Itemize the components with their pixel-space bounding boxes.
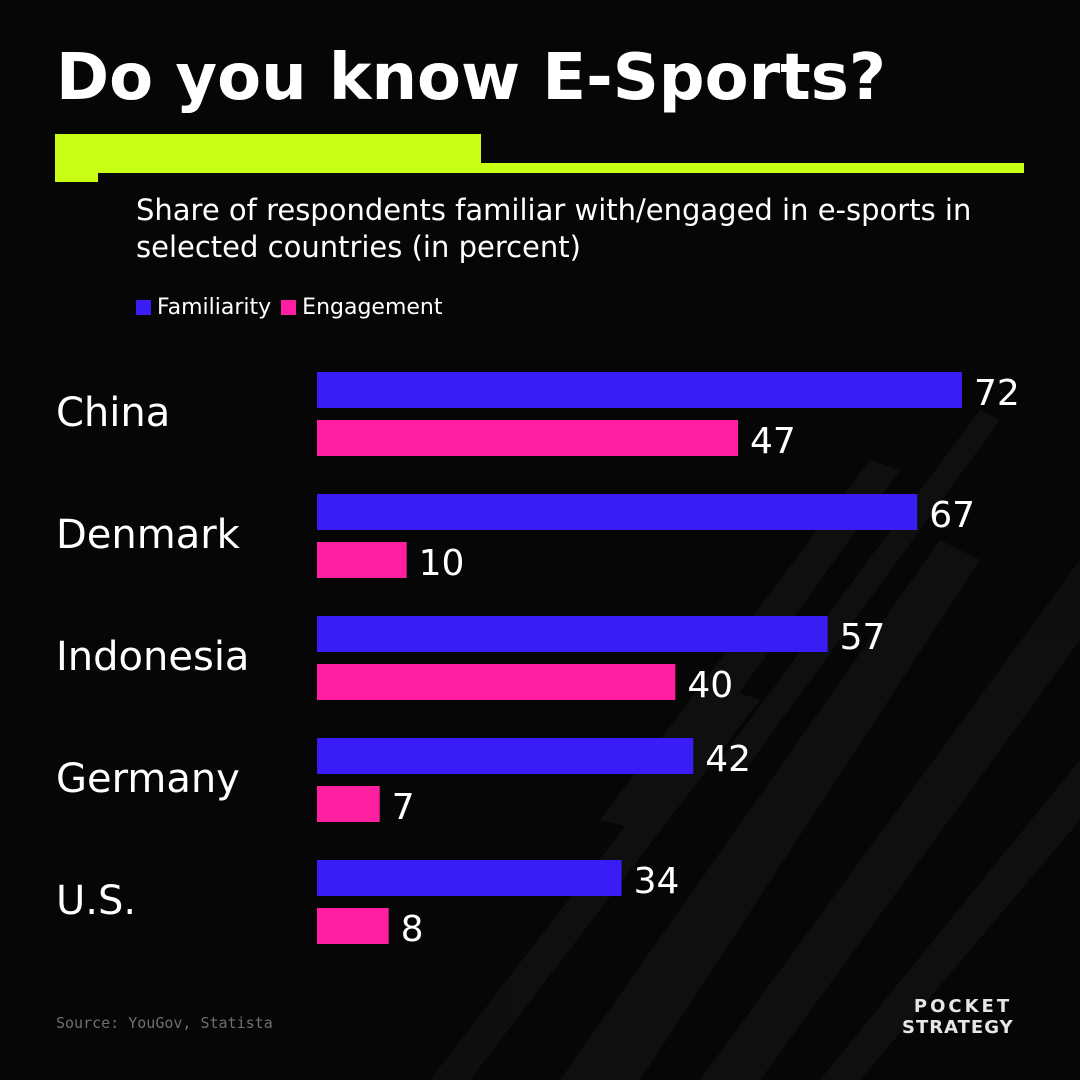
bar-engagement-u-s bbox=[317, 908, 389, 944]
value-label-familiarity-denmark: 67 bbox=[929, 495, 975, 536]
category-label-denmark: Denmark bbox=[56, 512, 241, 558]
legend-swatch-familiarity bbox=[136, 299, 151, 315]
value-label-engagement-germany: 7 bbox=[392, 787, 415, 828]
value-label-engagement-u-s: 8 bbox=[401, 909, 424, 950]
brand-logo: POCKET STRATEGY bbox=[902, 996, 1024, 1038]
legend-item-engagement: Engagement bbox=[281, 294, 443, 320]
logo-line-2: STRATEGY bbox=[902, 1017, 1014, 1038]
accent-bar-thin bbox=[481, 163, 1024, 173]
category-label-u-s: U.S. bbox=[56, 878, 136, 924]
category-label-germany: Germany bbox=[56, 756, 240, 802]
bar-familiarity-indonesia bbox=[317, 616, 828, 652]
legend-item-familiarity: Familiarity bbox=[136, 295, 271, 320]
bar-engagement-denmark bbox=[317, 542, 407, 578]
accent-bar-thick bbox=[55, 134, 481, 162]
chart-legend: Familiarity Engagement bbox=[136, 292, 443, 322]
bar-familiarity-china bbox=[317, 372, 962, 408]
chart-subtitle: Share of respondents familiar with/engag… bbox=[136, 193, 972, 264]
value-label-familiarity-indonesia: 57 bbox=[840, 617, 886, 658]
category-label-china: China bbox=[56, 390, 170, 436]
bar-engagement-indonesia bbox=[317, 664, 676, 700]
accent-bar-join bbox=[55, 160, 481, 173]
source-note: Source: YouGov, Statista bbox=[56, 1014, 273, 1032]
page-title: Do you know E-Sports? bbox=[56, 41, 886, 115]
legend-label-familiarity: Familiarity bbox=[157, 294, 272, 320]
value-label-familiarity-china: 72 bbox=[974, 373, 1020, 414]
bar-familiarity-u-s bbox=[317, 860, 622, 896]
bar-familiarity-germany bbox=[317, 738, 694, 774]
bar-familiarity-denmark bbox=[317, 494, 918, 530]
category-label-indonesia: Indonesia bbox=[56, 634, 249, 680]
value-label-familiarity-germany: 42 bbox=[705, 739, 751, 780]
logo-line-1: POCKET bbox=[913, 996, 1013, 1017]
bar-engagement-china bbox=[317, 420, 739, 456]
legend-label-engagement: Engagement bbox=[302, 294, 443, 320]
legend-swatch-engagement bbox=[281, 299, 297, 315]
value-label-engagement-china: 47 bbox=[750, 421, 796, 462]
value-label-familiarity-u-s: 34 bbox=[634, 861, 680, 902]
value-label-engagement-denmark: 10 bbox=[419, 543, 465, 584]
bar-engagement-germany bbox=[317, 786, 380, 822]
value-label-engagement-indonesia: 40 bbox=[687, 665, 733, 706]
